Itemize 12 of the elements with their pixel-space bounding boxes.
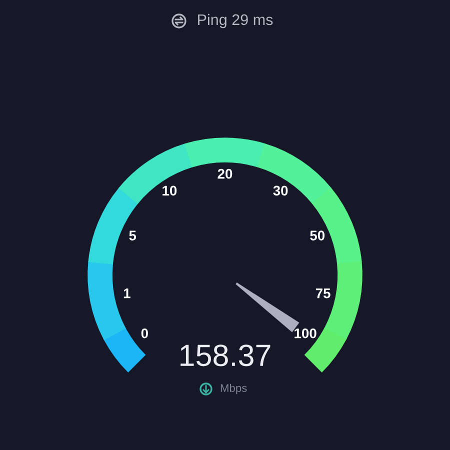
- slice-label: 50: [310, 230, 325, 240]
- chart-title: Ping 29 ms: [198, 14, 273, 28]
- text: 158.37: [180, 344, 270, 366]
- slice-label: 5: [129, 230, 136, 240]
- slice-label: 20: [218, 168, 232, 179]
- slice-label: 0: [141, 328, 148, 338]
- slice-label: 30: [273, 186, 288, 196]
- slice-label: 75: [316, 288, 330, 298]
- slice-label: 100: [294, 328, 316, 338]
- text: Mbps: [220, 384, 247, 394]
- slice-label: 1: [124, 288, 130, 298]
- slice-label: 10: [162, 186, 177, 196]
